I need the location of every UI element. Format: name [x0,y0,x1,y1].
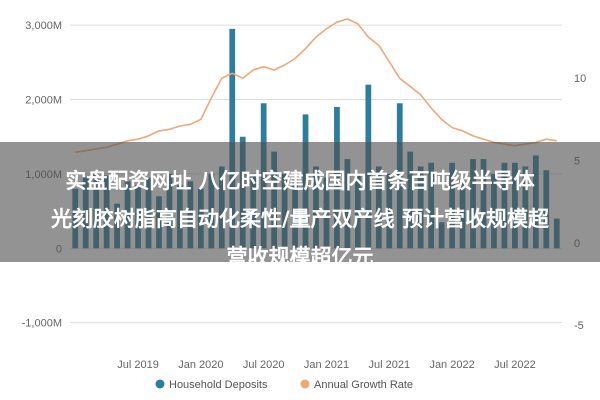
legend-label-annual-growth-rate: Annual Growth Rate [314,379,413,391]
y-left-tick-label: 2,000M [25,95,62,107]
x-tick-label: Jan 2020 [178,359,223,371]
overlay-text-line-3: 营收规模超亿元 [226,245,374,269]
legend-label-household-deposits: Household Deposits [169,379,268,391]
overlay-banner: 实盘配资网址 八亿时空建成国内首条百吨级半导体 光刻胶树脂高自动化柔性/量产双产… [0,142,600,269]
legend-marker-annual-growth-rate [300,379,310,389]
x-tick-label: Jul 2020 [243,359,285,371]
x-tick-label: Jul 2019 [117,359,159,371]
x-tick-label: Jul 2021 [368,359,410,371]
x-tick-label: Jul 2022 [494,359,536,371]
y-right-tick-label: 10 [574,73,586,85]
bar [229,28,236,249]
y-left-tick-label: -1,000M [22,318,62,330]
y-right-tick-label: -5 [574,320,584,332]
overlay-text-line-2: 光刻胶树脂高自动化柔性/量产双产线 预计营收规模超 [51,207,549,231]
series-line-annual-growth-rate [75,18,557,154]
x-tick-label: Jan 2021 [304,359,349,371]
y-left-tick-label: 3,000M [25,20,62,32]
x-tick-label: Jan 2022 [429,359,474,371]
legend-marker-household-deposits [155,379,165,389]
overlay-text-line-1: 实盘配资网址 八亿时空建成国内首条百吨级半导体 [65,169,535,193]
